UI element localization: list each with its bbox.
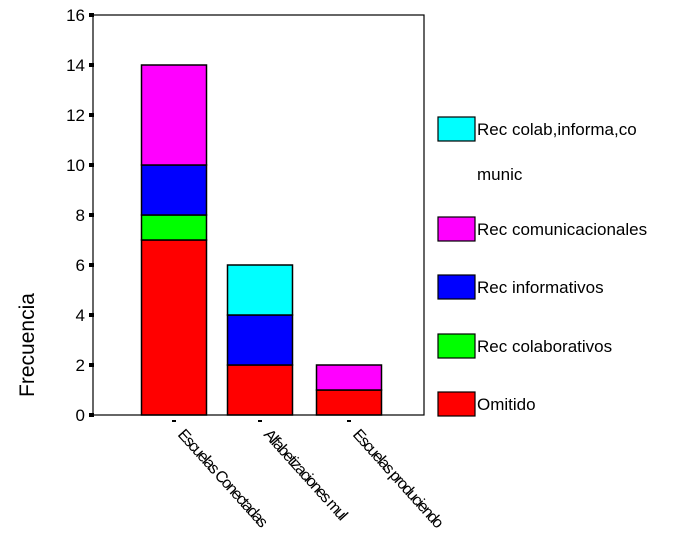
y-tick [89,263,94,267]
bar-segment [315,389,383,416]
bar-segment [226,314,294,366]
y-tick-label: 2 [76,356,85,375]
y-tick [89,113,94,117]
legend-swatch [437,274,476,300]
x-tick [347,420,351,422]
y-tick [89,363,94,367]
bar-segment [226,364,294,416]
y-tick-label: 16 [66,6,85,25]
legend-swatch [437,391,476,417]
y-tick-label: 4 [76,306,85,325]
y-tick-label: 6 [76,256,85,275]
y-axis-label: Frecuencia [16,293,39,397]
y-tick [89,213,94,217]
x-tick-label: Escuelas Conectadas [174,426,271,531]
bar-segment [140,64,208,166]
legend-swatch [437,216,476,242]
y-tick-label: 14 [66,56,85,75]
y-tick-label: 12 [66,106,85,125]
legend-swatch [437,116,476,142]
legend-label: Rec colaborativos [477,337,612,356]
x-tick [258,420,262,422]
bar-segment [140,239,208,416]
legend-label: Rec comunicacionales [477,220,647,239]
y-tick [89,313,94,317]
legend-label: Omitido [477,395,536,414]
legend-label: Rec colab,informa,co munic [477,120,637,184]
y-tick [89,163,94,167]
x-tick [172,420,176,422]
y-tick-label: 8 [76,206,85,225]
y-tick [89,63,94,67]
bar-segment [140,214,208,241]
legend-label: Rec informativos [477,278,604,297]
y-tick [89,413,94,417]
x-tick-label: Alfabetizaciones mul [260,426,350,523]
bar-segment [226,264,294,316]
x-tick-label: Escuelas produciendo [349,426,447,532]
y-tick [89,13,94,17]
y-tick-label: 0 [76,406,85,425]
bar-segment [315,364,383,391]
legend-swatch [437,333,476,359]
y-tick-label: 10 [66,156,85,175]
bar-segment [140,164,208,216]
